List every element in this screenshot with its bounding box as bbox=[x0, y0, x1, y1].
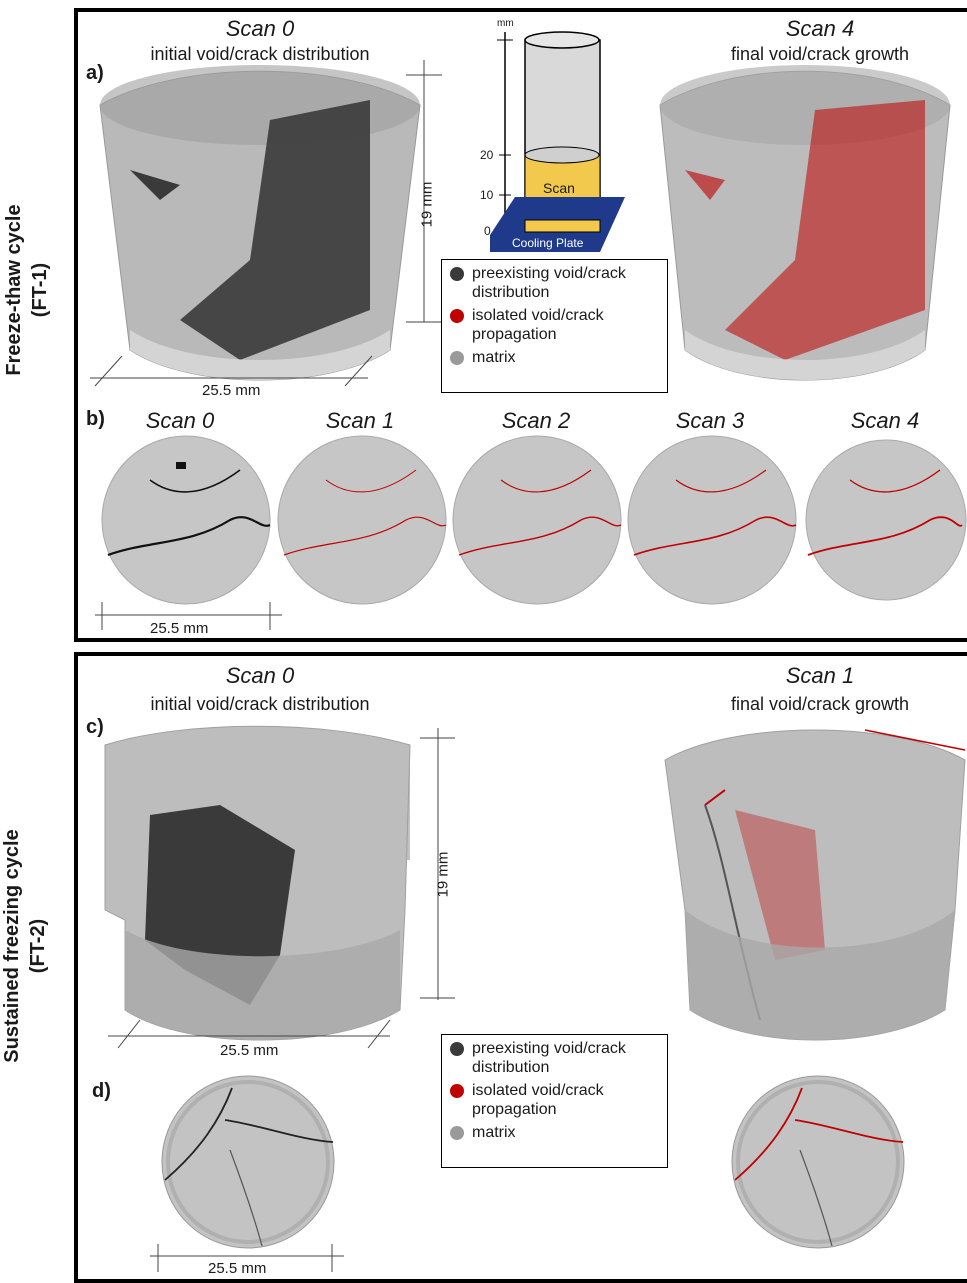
ft1-frame bbox=[74, 8, 967, 642]
legend-item-preexisting: preexisting void/crack distribution bbox=[450, 1039, 659, 1077]
schematic-scan-label: Scan bbox=[543, 180, 575, 196]
ft1-slice-title-2: Scan 2 bbox=[501, 408, 571, 433]
legend-item-matrix: matrix bbox=[450, 348, 659, 367]
legend-item-propagation: isolated void/crack propagation bbox=[450, 306, 659, 344]
panel-d-label: d) bbox=[92, 1080, 111, 1102]
ft1-slice-title-3: Scan 3 bbox=[675, 408, 745, 433]
panel-b-label: b) bbox=[86, 408, 105, 430]
ft2-scan0-body bbox=[104, 725, 411, 1041]
ft2-scan1-specimen bbox=[664, 729, 966, 1041]
ft1-scan0-specimen bbox=[99, 65, 421, 381]
slice-scan-4 bbox=[805, 439, 967, 601]
ft1-slice-title-4: Scan 4 bbox=[850, 408, 920, 433]
ft1-scan4-subtitle: final void/crack growth bbox=[730, 44, 910, 64]
schematic-cooling-plate-label: Cooling Plate bbox=[512, 236, 584, 250]
ft1-legend: preexisting void/crack distribution isol… bbox=[441, 259, 668, 393]
schematic-unit-label: mm bbox=[497, 18, 514, 29]
ft1-scan0-title: Scan 0 bbox=[225, 16, 295, 41]
matrix-dot-icon bbox=[450, 1126, 464, 1140]
slice-ft2-scan1 bbox=[731, 1075, 905, 1249]
ft2-scan0-subtitle: initial void/crack distribution bbox=[150, 694, 370, 714]
ft1-slice-title-0: Scan 0 bbox=[145, 408, 215, 433]
slice-ft2-scan0 bbox=[161, 1075, 335, 1249]
preexisting-dot-icon bbox=[450, 267, 464, 281]
propagation-dot-icon bbox=[450, 1084, 464, 1098]
ft1-scan0-subtitle: initial void/crack distribution bbox=[150, 44, 370, 64]
ft1-slice-title-1: Scan 1 bbox=[325, 408, 395, 433]
ft2-width-dim: 25.5 mm bbox=[220, 1042, 279, 1059]
panel-c-label: c) bbox=[86, 716, 104, 738]
ft2-scan1-subtitle: final void/crack growth bbox=[730, 694, 910, 714]
ft2-frame bbox=[74, 652, 967, 1283]
legend-item-matrix: matrix bbox=[450, 1123, 659, 1142]
propagation-dot-icon bbox=[450, 309, 464, 323]
schematic-tick-10: 10 bbox=[480, 188, 494, 202]
ft1-scan-schematic bbox=[490, 31, 625, 252]
ft1-scan4-specimen bbox=[659, 65, 951, 381]
schematic-tick-0: 0 bbox=[484, 224, 491, 238]
ft1-slice-dim: 25.5 mm bbox=[150, 620, 209, 637]
schematic-tick-20: 20 bbox=[480, 148, 494, 162]
slice-scan-2 bbox=[452, 435, 622, 605]
ft2-scan1-title: Scan 1 bbox=[785, 663, 855, 688]
slice-scan-0 bbox=[101, 435, 271, 605]
ft2-legend: preexisting void/crack distribution isol… bbox=[441, 1034, 668, 1168]
legend-item-propagation: isolated void/crack propagation bbox=[450, 1081, 659, 1119]
matrix-dot-icon bbox=[450, 351, 464, 365]
ft2-scan0-title: Scan 0 bbox=[225, 663, 295, 688]
preexisting-dot-icon bbox=[450, 1042, 464, 1056]
legend-item-preexisting: preexisting void/crack distribution bbox=[450, 264, 659, 302]
slice-scan-3 bbox=[627, 435, 797, 605]
ft2-slice-dim: 25.5 mm bbox=[208, 1260, 267, 1277]
ft1-width-dim: 25.5 mm bbox=[202, 382, 261, 399]
ft1-scan4-title: Scan 4 bbox=[785, 16, 855, 41]
slice-scan-1 bbox=[277, 435, 447, 605]
panel-a-label: a) bbox=[86, 62, 104, 84]
